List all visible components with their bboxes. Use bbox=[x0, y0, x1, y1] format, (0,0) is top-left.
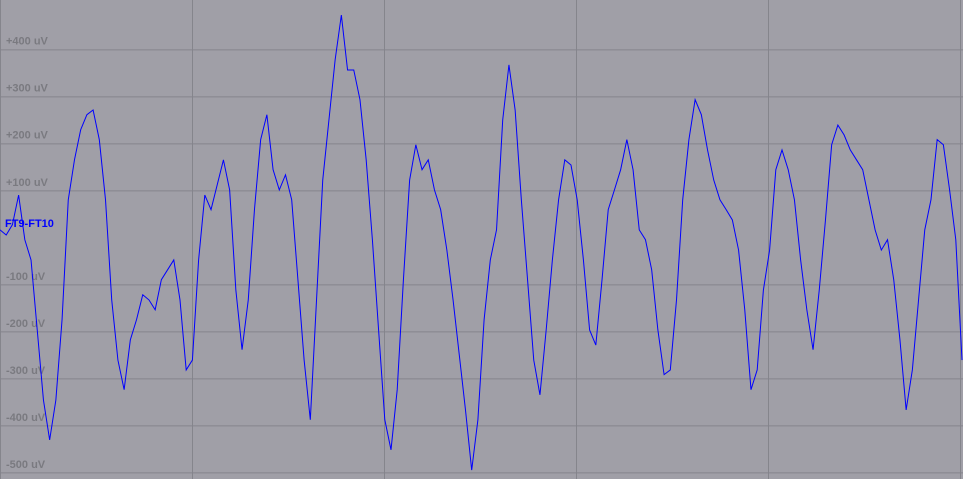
channel-label: FT9-FT10 bbox=[5, 218, 54, 230]
y-tick-label: +300 uV bbox=[6, 83, 49, 95]
y-tick-label: -500 uV bbox=[6, 459, 46, 471]
y-tick-label: +400 uV bbox=[6, 36, 49, 48]
y-tick-label: -400 uV bbox=[6, 412, 46, 424]
signal-trace bbox=[0, 14, 963, 471]
y-tick-label: +100 uV bbox=[6, 177, 49, 189]
y-tick-label: +200 uV bbox=[6, 130, 49, 142]
y-tick-label: -300 uV bbox=[6, 365, 46, 377]
y-tick-label: -200 uV bbox=[6, 318, 46, 330]
y-tick-label: -100 uV bbox=[6, 271, 46, 283]
